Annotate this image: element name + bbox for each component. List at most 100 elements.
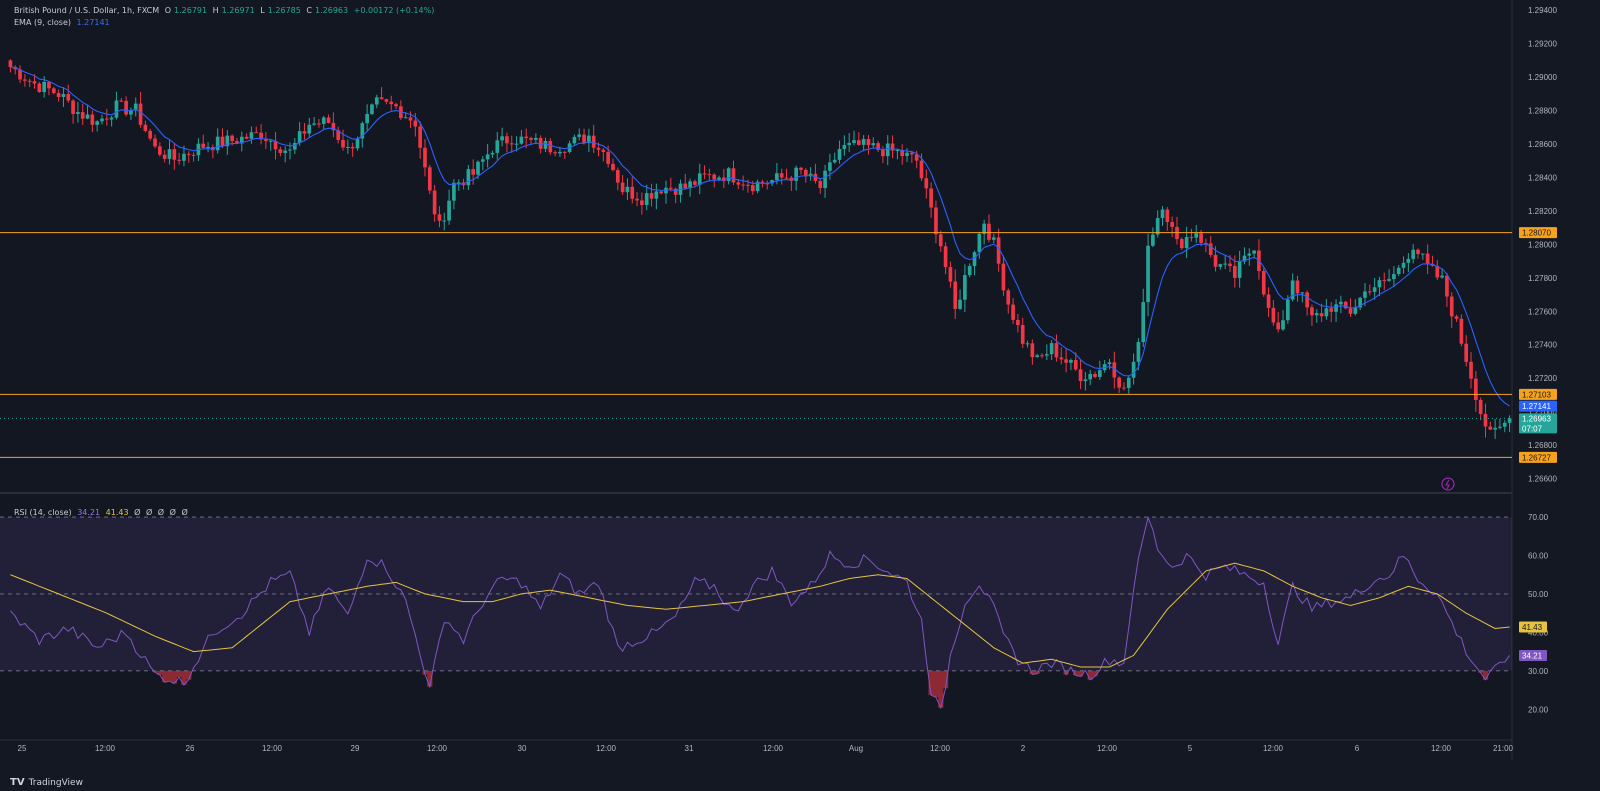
candle-body <box>1498 426 1502 428</box>
brand-logo[interactable]: TV TradingView <box>10 777 83 788</box>
candle-body <box>924 178 929 189</box>
candle-body <box>587 135 591 143</box>
candle-body <box>866 139 871 146</box>
candle-body <box>95 121 100 125</box>
candle-body <box>919 160 924 179</box>
candle-body <box>1329 308 1334 312</box>
candle-body <box>770 180 774 184</box>
rsi-label[interactable]: RSI (14, close) <box>14 508 72 517</box>
current-price-badge: 1.26963 <box>1522 414 1551 423</box>
candle-body <box>138 103 143 125</box>
candle-body <box>683 183 688 189</box>
candle-body <box>1464 343 1469 362</box>
rsi-tick-label: 50.00 <box>1528 590 1549 599</box>
ema-price-badge: 1.27141 <box>1522 402 1551 411</box>
candle-body <box>1151 234 1155 246</box>
level-badge-3-bg <box>1519 451 1557 463</box>
candle-body <box>1261 270 1266 295</box>
rsi-tick-label: 30.00 <box>1528 667 1549 676</box>
candle-body <box>80 112 85 119</box>
candle-body <box>225 135 230 147</box>
level-badge-1-bg <box>1519 227 1557 239</box>
candle-body <box>56 93 61 97</box>
candle-body <box>1204 242 1208 244</box>
candle-body <box>991 237 996 240</box>
candle-body <box>832 159 837 163</box>
rsi-pane <box>0 494 1512 740</box>
lightning-icon-ring <box>1441 477 1455 491</box>
candle-body <box>119 100 124 102</box>
candle-body <box>813 173 818 181</box>
candle-body <box>249 132 254 139</box>
time-axis-label: 2 <box>1021 744 1026 753</box>
candle-body <box>427 167 432 191</box>
price-tick-label: 1.28600 <box>1528 140 1557 149</box>
price-tick-label: 1.29000 <box>1528 73 1557 82</box>
candle-body <box>452 182 456 201</box>
candle-body <box>13 67 18 70</box>
candle-body <box>1445 275 1449 297</box>
candle-body <box>1044 354 1049 356</box>
candle-body <box>413 120 418 127</box>
candle-body <box>794 167 798 181</box>
close-label: C <box>306 6 312 15</box>
candle-body <box>350 146 355 149</box>
candle-body <box>1093 373 1097 377</box>
time-axis-label: 12:00 <box>427 744 448 753</box>
candle-body <box>1213 254 1218 267</box>
candle-body <box>553 152 557 154</box>
candle-body <box>668 187 673 189</box>
candle-body <box>365 113 369 124</box>
candle-body <box>722 177 726 182</box>
candle-body <box>283 150 288 153</box>
high-value: 1.26971 <box>221 6 255 15</box>
candle-body <box>254 132 259 134</box>
bar-countdown: 07:07 <box>1522 424 1543 433</box>
candle-body <box>1228 263 1232 267</box>
candle-body <box>1131 361 1136 378</box>
price-tick-label: 1.27000 <box>1528 408 1557 417</box>
candle-body <box>1290 280 1295 300</box>
candle-body <box>1242 255 1247 262</box>
footer-bar: TV TradingView <box>0 773 1600 791</box>
candle-body <box>1372 287 1377 292</box>
candle-body <box>775 173 779 181</box>
candle-body <box>18 69 22 80</box>
ema-label[interactable]: EMA (9, close) <box>14 18 71 27</box>
candle-body <box>852 140 856 143</box>
candle-body <box>1488 426 1493 430</box>
rsi-tick-label: 20.00 <box>1528 705 1549 714</box>
candle-body <box>1271 307 1276 323</box>
candle-body <box>273 140 278 150</box>
candle-body <box>914 154 919 161</box>
candle-body <box>370 104 374 114</box>
candle-body <box>1377 280 1382 288</box>
candle-body <box>143 124 148 131</box>
candle-body <box>1025 343 1030 345</box>
candle-body <box>697 173 702 185</box>
candle-body <box>1425 253 1430 264</box>
candle-body <box>746 184 750 186</box>
time-axis-label: 30 <box>518 744 527 753</box>
candle-body <box>1252 250 1256 254</box>
candle-body <box>66 94 71 101</box>
symbol-title[interactable]: British Pound / U.S. Dollar, 1h, FXCM <box>14 6 160 15</box>
candle-body <box>693 181 697 185</box>
price-tick-label: 1.27200 <box>1528 374 1557 383</box>
candle-body <box>259 132 263 140</box>
candle-body <box>1141 302 1146 343</box>
candle-body <box>963 275 967 300</box>
candle-body <box>1266 294 1271 308</box>
candle-body <box>1107 362 1112 365</box>
time-axis-label: 12:00 <box>262 744 283 753</box>
candle-body <box>707 174 712 176</box>
candle-body <box>1392 274 1396 280</box>
candle-body <box>818 180 823 189</box>
candle-body <box>1387 279 1391 281</box>
price-tick-label: 1.28400 <box>1528 173 1557 182</box>
lightning-icon[interactable] <box>1441 477 1455 491</box>
high-label: H <box>212 6 219 15</box>
candle-body <box>803 169 808 177</box>
